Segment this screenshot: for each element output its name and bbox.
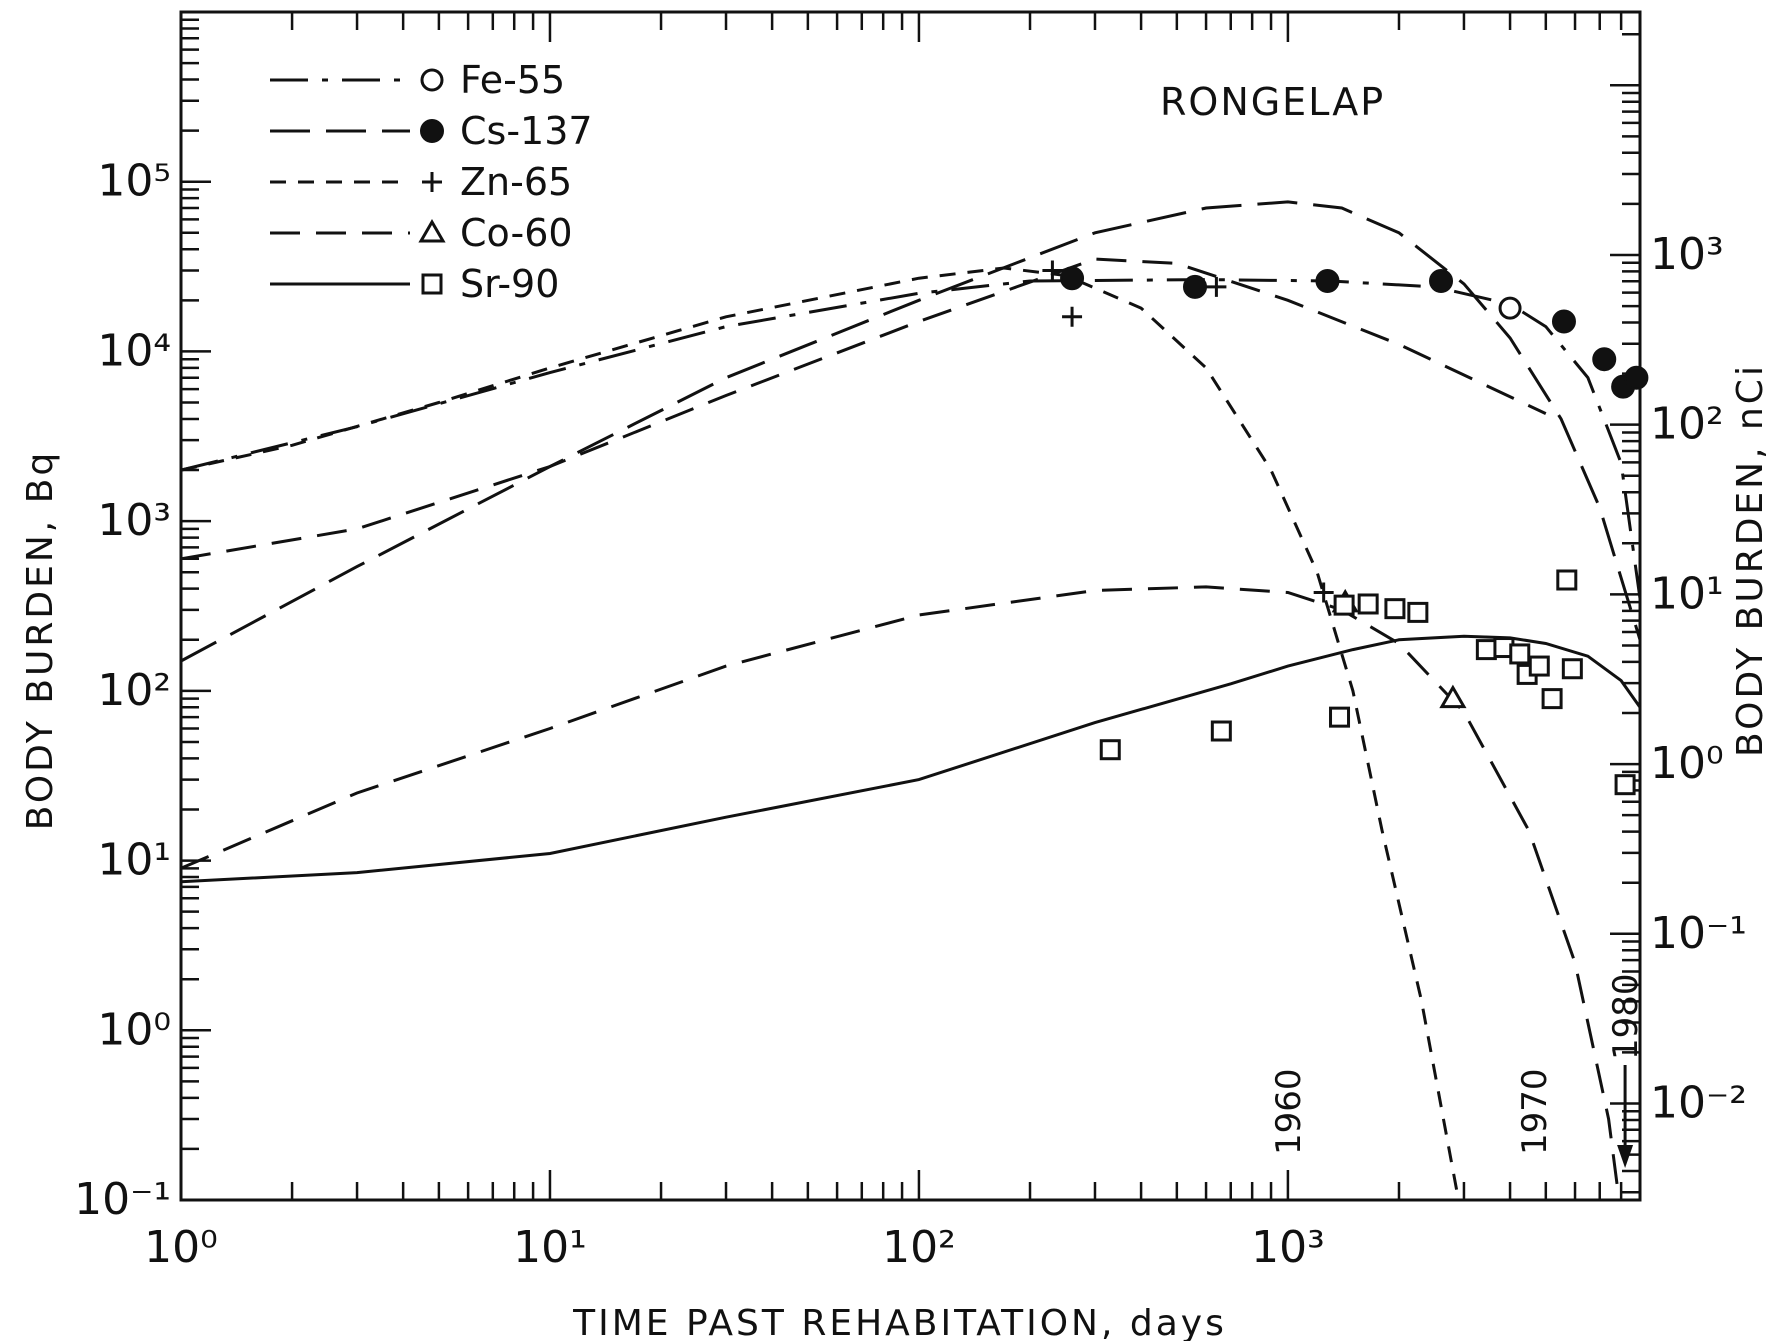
x-axis-title: TIME PAST REHABITATION, days [572, 1303, 1227, 1341]
point-cs-137 [1315, 269, 1340, 294]
y-right-tick-label: 10¹ [1650, 568, 1724, 619]
curve-sr-90 [180, 634, 1642, 884]
legend-marker-co-60 [418, 219, 446, 243]
year-label-1970: 1970 [1515, 1068, 1555, 1155]
point-zn-65 [1206, 276, 1227, 297]
x-tick-label: 10³ [1251, 1222, 1325, 1273]
data-points [1042, 260, 1649, 796]
point-sr-90 [1556, 569, 1578, 591]
y-tick-label: 10⁴ [97, 325, 171, 376]
y-tick-label: 10³ [97, 495, 171, 546]
point-sr-90 [1561, 658, 1583, 680]
legend-label-cs-137: Cs-137 [460, 109, 593, 153]
point-sr-90 [1614, 774, 1636, 796]
legend-marker-zn-65 [422, 172, 442, 192]
year-label-1980: 1980 [1606, 973, 1646, 1060]
point-sr-90 [1528, 655, 1550, 677]
point-zn-65 [1062, 306, 1083, 327]
legend: Fe-55 Cs-137 Zn-65 Co-60 Sr-90 [270, 58, 593, 306]
point-sr-90 [1509, 643, 1531, 665]
y-right-tick-label: 10³ [1650, 229, 1724, 280]
annotation-rongelap: RONGELAP [1160, 80, 1385, 124]
point-sr-90 [1407, 601, 1429, 623]
x-tick-label: 10⁰ [144, 1222, 218, 1273]
y-right-tick-label: 10² [1650, 399, 1724, 450]
ticks: 10⁰ 10¹ 10² 10³10⁻¹10⁰10¹10²10³10⁴10⁵10⁻²10… [74, 12, 1747, 1273]
y-tick-label: 10⁻¹ [74, 1174, 171, 1225]
y-axis-title-left: BODY BURDEN, Bq [20, 450, 61, 830]
point-sr-90 [1099, 739, 1121, 761]
curve-fe-55 [180, 278, 1642, 599]
point-sr-90 [1384, 598, 1406, 620]
point-sr-90 [1329, 706, 1351, 728]
curve-zn-65 [180, 266, 1460, 1201]
y-right-tick-label: 10⁰ [1650, 738, 1724, 789]
curve-co-60-body [180, 585, 1621, 1201]
x-tick-label: 10¹ [513, 1222, 587, 1273]
year-label-1960: 1960 [1269, 1068, 1309, 1155]
axes [179, 10, 1642, 1202]
y-tick-label: 10¹ [97, 835, 171, 886]
y-tick-label: 10⁰ [97, 1004, 171, 1055]
point-cs-137 [1624, 365, 1649, 390]
year-arrow-head-1980 [1617, 1145, 1634, 1168]
legend-label-co-60: Co-60 [460, 211, 573, 255]
y-right-tick-label: 10⁻¹ [1650, 908, 1747, 959]
curve-co-60 [180, 257, 1547, 561]
y-tick-label: 10² [97, 665, 171, 716]
point-cs-137 [1551, 309, 1576, 334]
year-markers: 1960 1970 1980 [1269, 973, 1646, 1168]
point-cs-137 [1183, 274, 1208, 299]
point-cs-137 [1060, 266, 1085, 291]
point-cs-137 [1429, 269, 1454, 294]
legend-marker-cs-137 [420, 119, 444, 143]
x-tick-label: 10² [882, 1222, 956, 1273]
curves [180, 200, 1642, 1201]
y-right-tick-label: 10⁻² [1650, 1078, 1747, 1129]
legend-label-zn-65: Zn-65 [460, 160, 572, 204]
legend-label-fe-55: Fe-55 [460, 58, 565, 102]
legend-marker-fe-55 [420, 68, 444, 92]
y-axis-title-right: BODY BURDEN, nCi [1730, 363, 1771, 757]
point-zn-65 [1042, 260, 1063, 281]
point-sr-90 [1210, 720, 1232, 742]
point-co-60 [1439, 684, 1467, 709]
curve-cs-137 [180, 200, 1642, 663]
point-sr-90 [1357, 593, 1379, 615]
y-tick-label: 10⁵ [97, 156, 171, 207]
point-zn-65 [1313, 582, 1334, 603]
point-sr-90 [1333, 594, 1355, 616]
point-cs-137 [1592, 347, 1617, 372]
legend-marker-sr-90 [421, 273, 443, 295]
legend-label-sr-90: Sr-90 [460, 262, 559, 306]
point-sr-90 [1541, 688, 1563, 710]
plot-frame [179, 10, 1642, 1202]
point-sr-90 [1475, 639, 1497, 661]
point-fe-55 [1498, 296, 1522, 320]
